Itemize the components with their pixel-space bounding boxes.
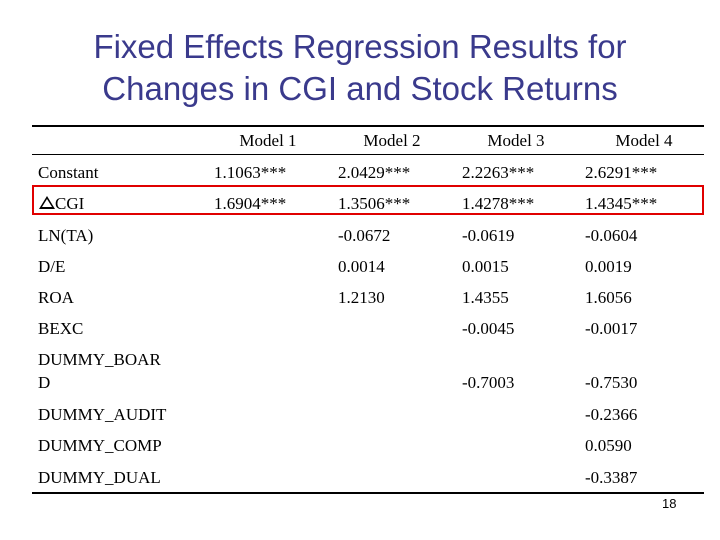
page-number: 18 — [662, 496, 676, 511]
row-label-dummy-dual: DUMMY_DUAL — [38, 468, 161, 488]
cell-constant-model-2: 2.0429*** — [338, 163, 410, 183]
cell-dummy-board-model-4: -0.7530 — [585, 373, 637, 393]
table-bottom-rule — [32, 492, 704, 494]
cell-roa-model-3: 1.4355 — [462, 288, 509, 308]
cell-bexc-model-3: -0.0045 — [462, 319, 514, 339]
cell-dummy-board-model-3: -0.7003 — [462, 373, 514, 393]
column-header-model-4: Model 4 — [589, 131, 699, 151]
cell-roa-model-4: 1.6056 — [585, 288, 632, 308]
cell-dummy-audit-model-4: -0.2366 — [585, 405, 637, 425]
row-label-bexc: BEXC — [38, 319, 83, 339]
cell-de-model-2: 0.0014 — [338, 257, 385, 277]
cell-constant-model-3: 2.2263*** — [462, 163, 534, 183]
cell-cgi-model-2: 1.3506*** — [338, 194, 410, 214]
cell-ln-ta-model-4: -0.0604 — [585, 226, 637, 246]
table-top-rule — [32, 125, 704, 127]
slide-title-line-1: Fixed Effects Regression Results for — [0, 26, 720, 68]
cell-roa-model-2: 1.2130 — [338, 288, 385, 308]
cell-dummy-dual-model-4: -0.3387 — [585, 468, 637, 488]
cell-de-model-4: 0.0019 — [585, 257, 632, 277]
row-label-roa: ROA — [38, 288, 74, 308]
table-header-rule — [32, 154, 704, 155]
row-label-dummy-audit: DUMMY_AUDIT — [38, 405, 166, 425]
row-label-de: D/E — [38, 257, 65, 277]
slide-title: Fixed Effects Regression Results for Cha… — [0, 26, 720, 110]
delta-icon — [39, 196, 55, 209]
cell-dummy-comp-model-4: 0.0590 — [585, 436, 632, 456]
cell-ln-ta-model-3: -0.0619 — [462, 226, 514, 246]
cell-constant-model-1: 1.1063*** — [214, 163, 286, 183]
row-label-ln-ta: LN(TA) — [38, 226, 93, 246]
cell-ln-ta-model-2: -0.0672 — [338, 226, 390, 246]
row-label-dummy-comp: DUMMY_COMP — [38, 436, 162, 456]
column-header-model-2: Model 2 — [337, 131, 447, 151]
column-header-model-1: Model 1 — [213, 131, 323, 151]
cell-bexc-model-4: -0.0017 — [585, 319, 637, 339]
column-header-model-3: Model 3 — [461, 131, 571, 151]
cell-cgi-model-3: 1.4278*** — [462, 194, 534, 214]
row-label-dummy-board-line-1: DUMMY_BOAR — [38, 350, 161, 370]
cell-cgi-model-1: 1.6904*** — [214, 194, 286, 214]
cell-cgi-model-4: 1.4345*** — [585, 194, 657, 214]
cell-de-model-3: 0.0015 — [462, 257, 509, 277]
slide-title-line-2: Changes in CGI and Stock Returns — [0, 68, 720, 110]
row-label-dummy-board-line-2: D — [38, 373, 50, 393]
cell-constant-model-4: 2.6291*** — [585, 163, 657, 183]
row-label-cgi: CGI — [55, 194, 84, 214]
row-label-constant: Constant — [38, 163, 98, 183]
